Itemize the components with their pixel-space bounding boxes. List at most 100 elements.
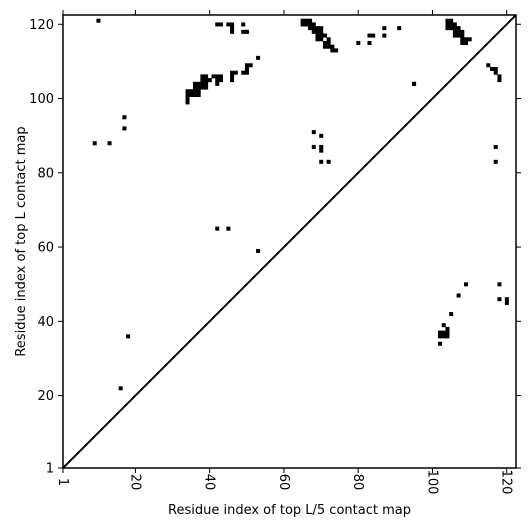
contact-cell-lower	[441, 334, 446, 339]
contact-cell-upper	[189, 89, 194, 94]
contact-cell-upper	[107, 141, 112, 146]
contact-cell-lower	[449, 312, 454, 317]
contact-cell-upper	[322, 40, 327, 46]
contact-cell-upper	[326, 159, 331, 164]
x-tick-label: 1	[55, 478, 70, 486]
contact-cell-lower	[445, 330, 450, 335]
contact-cell-upper	[319, 144, 324, 149]
contact-cell-upper	[200, 85, 205, 90]
contact-cell-upper	[300, 18, 305, 23]
contact-cell-upper	[122, 115, 127, 120]
contact-cell-upper	[334, 48, 339, 53]
contact-cell-upper	[319, 26, 324, 31]
contact-cell-upper	[326, 44, 331, 49]
contact-cell-upper	[244, 29, 249, 34]
contact-cell-upper	[493, 66, 498, 71]
contact-cell-upper	[486, 63, 491, 68]
contact-cell-upper	[215, 74, 220, 79]
contact-cell-lower	[126, 334, 131, 339]
contact-cell-upper	[189, 92, 194, 97]
contact-cell-lower	[441, 323, 446, 328]
contact-cell-upper	[449, 18, 454, 23]
contact-cell-lower	[445, 334, 450, 339]
contact-cell-upper	[233, 70, 238, 75]
contact-cell-upper	[319, 33, 324, 38]
contact-cell-upper	[218, 78, 223, 83]
contact-cell-upper	[256, 55, 261, 60]
contact-cell-upper	[207, 78, 212, 83]
contact-cell-lower	[438, 334, 443, 339]
contact-cell-upper	[200, 74, 205, 79]
contact-cell-lower	[464, 282, 469, 287]
contact-cell-upper	[196, 92, 201, 97]
diagonal-line	[62, 14, 517, 469]
y-tick-label: 60	[37, 241, 54, 256]
contact-cell-upper	[218, 74, 223, 79]
y-tick-label: 80	[37, 166, 54, 181]
contact-cell-upper	[204, 78, 209, 83]
contact-cell-upper	[192, 81, 197, 86]
contact-cell-lower	[118, 386, 123, 391]
contact-cell-upper	[204, 74, 209, 79]
contact-cell-upper	[311, 29, 316, 34]
contact-cell-upper	[311, 144, 316, 149]
contact-cell-upper	[230, 26, 235, 31]
contact-cell-upper	[241, 29, 246, 34]
y-tick-label: 1	[46, 462, 54, 477]
contact-cell-upper	[215, 22, 220, 27]
contact-cell-upper	[367, 33, 372, 38]
x-tick-label: 20	[127, 474, 142, 491]
contact-cell-upper	[456, 33, 461, 38]
x-axis-title: Residue index of top L/5 contact map	[168, 503, 411, 518]
contact-cell-upper	[311, 22, 316, 27]
contact-cell-upper	[456, 29, 461, 34]
contact-cell-upper	[456, 26, 461, 31]
contact-cell-upper	[464, 37, 469, 42]
contact-cell-lower	[504, 297, 509, 302]
contact-cell-upper	[493, 144, 498, 149]
contact-cell-upper	[196, 89, 201, 94]
contact-cell-upper	[204, 85, 209, 90]
contact-cell-lower	[504, 300, 509, 305]
x-tick-label: 120	[499, 470, 514, 495]
contact-cell-upper	[319, 133, 324, 138]
y-tick-label: 120	[29, 18, 54, 33]
contact-cell-upper	[204, 81, 209, 86]
contact-cell-upper	[311, 130, 316, 135]
contact-cell-upper	[248, 63, 253, 68]
contact-cell-upper	[185, 92, 190, 97]
contact-cell-upper	[449, 22, 454, 27]
contact-cell-upper	[215, 81, 220, 86]
contact-cell-upper	[304, 22, 309, 27]
contact-cell-upper	[211, 74, 216, 79]
contact-cell-upper	[185, 100, 190, 105]
contact-cell-upper	[308, 22, 313, 27]
contact-cell-upper	[311, 26, 316, 31]
contact-cell-upper	[244, 70, 249, 75]
contact-cell-upper	[315, 29, 320, 34]
contact-cell-upper	[493, 70, 498, 75]
contact-cell-upper	[326, 40, 331, 46]
contact-cell-upper	[452, 22, 457, 27]
contact-cell-upper	[122, 126, 127, 131]
contact-cell-upper	[215, 78, 220, 83]
contact-cell-upper	[445, 26, 450, 31]
contact-cell-upper	[196, 81, 201, 86]
contact-cell-upper	[452, 26, 457, 31]
y-tick-label: 100	[29, 92, 54, 107]
contact-cell-upper	[192, 85, 197, 90]
contact-cell-lower	[456, 293, 461, 298]
contact-cell-lower	[497, 297, 502, 302]
contact-cell-upper	[371, 33, 376, 38]
contact-cell-lower	[256, 248, 261, 253]
contact-cell-lower	[226, 226, 231, 231]
contact-cell-upper	[449, 26, 454, 31]
contact-cell-upper	[319, 148, 324, 153]
plot-frame	[62, 14, 517, 469]
contact-cell-lower	[215, 226, 220, 231]
contact-cell-lower	[445, 326, 450, 331]
contact-cells	[92, 18, 509, 391]
contact-cell-lower	[497, 282, 502, 287]
